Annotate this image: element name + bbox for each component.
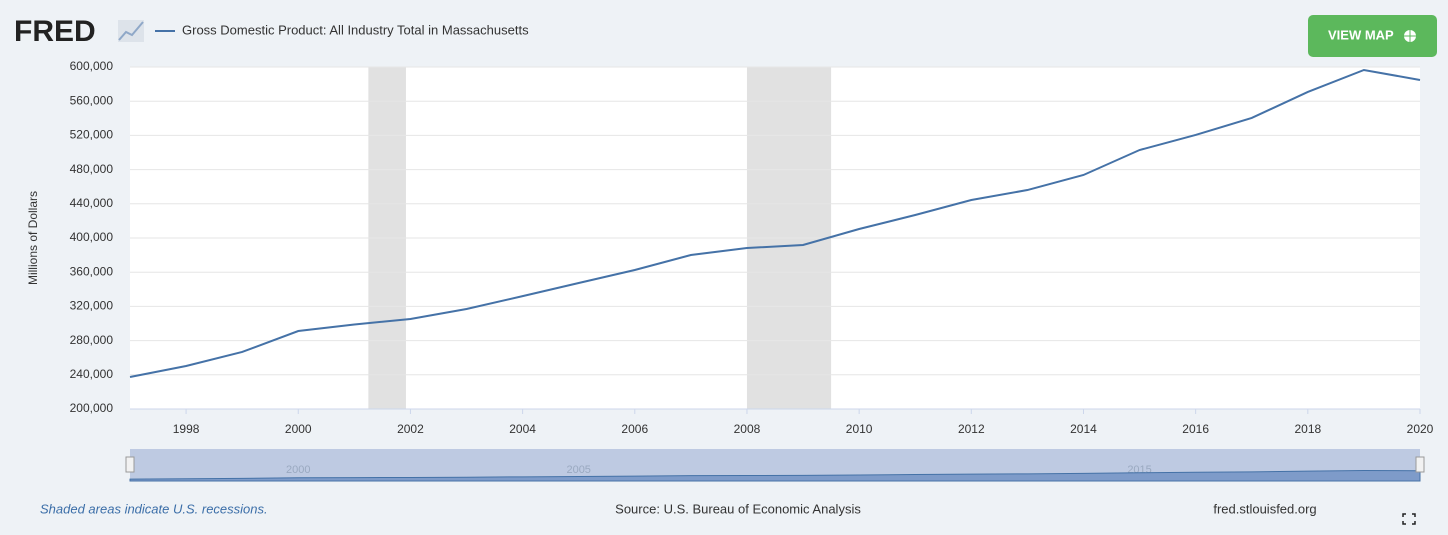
y-tick-label: 400,000 [70, 230, 114, 244]
y-axis-label: Millions of Dollars [26, 191, 40, 285]
navigator-handle [125, 456, 135, 473]
view-map-button[interactable]: VIEW MAP [1308, 15, 1437, 57]
y-tick-label: 520,000 [70, 128, 114, 142]
navigator-handle [1415, 456, 1425, 473]
x-tick-label: 2020 [1407, 422, 1434, 436]
x-tick-label: 2016 [1182, 422, 1209, 436]
y-tick-label: 480,000 [70, 162, 114, 176]
x-tick-label: 2010 [846, 422, 873, 436]
x-tick-label: 2006 [621, 422, 648, 436]
y-tick-label: 280,000 [70, 333, 114, 347]
x-tick-label: 2008 [734, 422, 761, 436]
y-tick-label: 200,000 [70, 401, 114, 415]
x-tick-label: 2002 [397, 422, 424, 436]
y-tick-label: 320,000 [70, 299, 114, 313]
y-tick-label: 440,000 [70, 196, 114, 210]
recession-note: Shaded areas indicate U.S. recessions. [40, 501, 268, 516]
y-tick-label: 560,000 [70, 93, 114, 107]
y-tick-label: 240,000 [70, 367, 114, 381]
navigator-tick-label: 2005 [566, 464, 590, 476]
series-line [129, 68, 1421, 379]
x-tick-label: 2000 [285, 422, 312, 436]
x-tick-label: 2012 [958, 422, 985, 436]
source: Source: U.S. Bureau of Economic Analysis [615, 501, 861, 516]
button-label[interactable]: VIEW MAP [1328, 27, 1394, 42]
y-tick-label: 600,000 [70, 59, 114, 73]
legend-label: Gross Domestic Product: All Industry Tot… [182, 22, 529, 37]
logo-icon [118, 20, 144, 42]
navigator-tick-label: 2000 [286, 464, 310, 476]
x-tick-label: 2014 [1070, 422, 1097, 436]
fullscreen-icon[interactable] [1402, 513, 1416, 525]
logo: FRED [14, 15, 96, 48]
navigator-area [129, 469, 1421, 482]
x-tick-label: 1998 [173, 422, 200, 436]
y-tick-label: 360,000 [70, 264, 114, 278]
site: fred.stlouisfed.org [1213, 501, 1316, 516]
x-tick-label: 2018 [1294, 422, 1321, 436]
x-tick-label: 2004 [509, 422, 536, 436]
